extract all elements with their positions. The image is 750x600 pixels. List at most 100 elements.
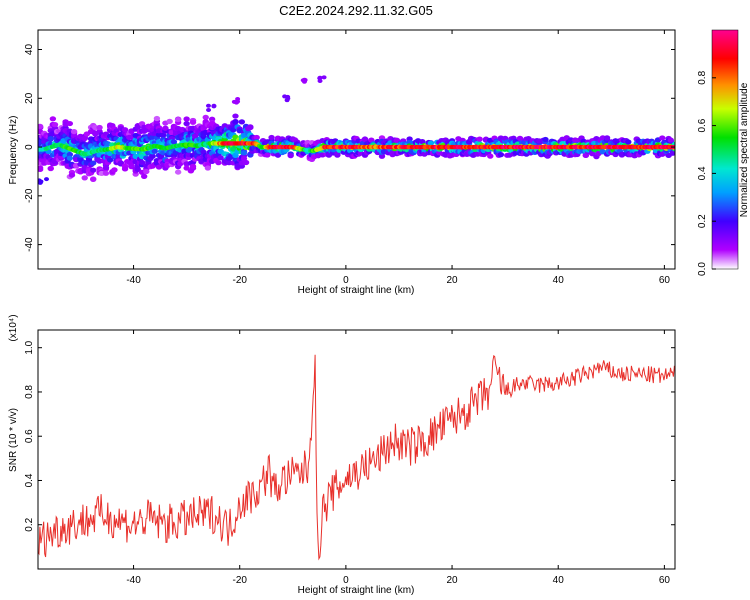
spectral-cell	[667, 137, 674, 143]
snr-series-line	[38, 354, 675, 561]
outlier-cell	[206, 108, 212, 113]
spectral-cell	[47, 165, 54, 172]
spectral-cell	[151, 148, 158, 154]
spectral-cell	[66, 120, 74, 127]
spectral-cell	[487, 153, 494, 159]
spectral-cell	[157, 154, 165, 160]
x-tick-label: -20	[232, 275, 247, 286]
spectral-cell	[240, 150, 248, 156]
outlier-cell	[211, 103, 217, 108]
snr-x-label: Height of straight line (km)	[298, 585, 415, 596]
spectral-cell	[253, 134, 260, 141]
spectrogram-y-axis: -40 -20 0 20 40	[24, 44, 675, 252]
spectral-cell	[378, 153, 386, 159]
colorbar-label: Normalized spectral amplitude	[739, 82, 750, 217]
spectrogram-frame	[37, 29, 676, 270]
colorbar-tick-label: 0.4	[697, 166, 708, 180]
spectral-cell	[183, 121, 190, 127]
spectrogram-cells	[38, 75, 675, 185]
spectral-cell	[121, 127, 129, 133]
figure-title: C2E2.2024.292.11.32.G05	[279, 3, 433, 18]
outlier-cell	[205, 103, 211, 108]
x-tick-label: 0	[343, 275, 349, 286]
spectral-cell	[189, 119, 197, 125]
spectral-cell	[232, 113, 239, 119]
spectral-cell	[38, 123, 44, 129]
spectral-cell	[247, 124, 254, 130]
y-tick-label: 1.0	[24, 340, 35, 354]
spectral-cell	[102, 170, 110, 176]
spectral-cell	[47, 136, 54, 142]
x-tick-label: 60	[659, 275, 671, 286]
spectral-cell	[191, 133, 199, 139]
y-tick-label: -20	[24, 188, 35, 203]
snr-frame	[37, 329, 676, 570]
outlier-cell	[44, 177, 50, 182]
snr-plot-area	[38, 330, 675, 569]
spectral-cell	[138, 159, 146, 166]
spectral-cell	[669, 150, 675, 156]
y-tick-label: 0.2	[24, 517, 35, 531]
spectral-cell	[659, 135, 666, 141]
y-tick-label: 0.8	[24, 385, 35, 399]
spectral-cell	[476, 136, 483, 142]
snr-y-label: SNR (10 * v/v)	[8, 408, 19, 472]
spectral-cell	[70, 128, 78, 135]
spectral-cell	[121, 166, 129, 172]
spectral-cell	[140, 173, 148, 179]
outlier-cell	[317, 75, 323, 80]
spectral-cell	[268, 134, 275, 141]
spectral-cell	[204, 165, 212, 171]
y-tick-label: 40	[24, 44, 35, 56]
y-tick-label: 0.4	[24, 473, 35, 487]
colorbar-ticks: 0.0 0.2 0.4 0.6 0.8	[697, 70, 716, 276]
outlier-cell	[321, 75, 327, 80]
x-tick-label: 60	[659, 575, 671, 586]
spectrogram-x-label: Height of straight line (km)	[298, 285, 415, 296]
snr-panel: -40 -20 0 20 40 60 0.2 0.4 0.6 0.8 1.0 Height of …	[8, 314, 676, 596]
x-tick-label: 40	[553, 275, 565, 286]
spectral-cell	[90, 167, 97, 173]
x-tick-label: -20	[232, 575, 247, 586]
y-tick-label: 0	[24, 144, 35, 150]
spectral-cell	[189, 163, 197, 169]
outlier-cell	[38, 180, 43, 185]
spectral-cell	[497, 152, 505, 158]
outlier-cell	[317, 79, 323, 84]
spectral-cell	[102, 165, 110, 171]
spectral-cell	[128, 163, 135, 169]
x-tick-label: -40	[126, 575, 141, 586]
spectral-cell	[90, 176, 97, 182]
spectral-cell	[215, 160, 222, 166]
spectral-cell	[393, 137, 401, 143]
spectral-cell	[149, 153, 156, 159]
colorbar-tick-label: 0.2	[697, 214, 708, 228]
spectral-cell	[238, 119, 246, 125]
spectral-cell	[106, 157, 114, 163]
colorbar-tick-label: 0.8	[697, 70, 708, 84]
x-tick-label: -40	[126, 275, 141, 286]
spectral-cell	[134, 166, 141, 172]
spectral-cell	[160, 132, 167, 138]
spectral-cell	[174, 116, 182, 123]
spectral-cell	[174, 169, 182, 175]
snr-y-exponent: (x10⁴)	[8, 314, 19, 341]
y-tick-label: 0.6	[24, 429, 35, 443]
outlier-cell	[285, 96, 291, 101]
spectral-cell	[66, 151, 74, 158]
spectral-cell	[588, 151, 596, 157]
spectral-cell	[361, 136, 369, 143]
spectral-cell	[542, 136, 549, 143]
spectral-cell	[603, 135, 611, 141]
spectral-cell	[81, 175, 88, 181]
spectral-cell	[66, 155, 74, 161]
spectral-cell	[134, 124, 141, 130]
spectral-cell	[162, 125, 169, 131]
spectral-cell	[183, 116, 190, 122]
spectrogram-x-axis: -40 -20 0 20 40 60	[126, 30, 670, 286]
outlier-cell	[231, 99, 237, 104]
spectral-cell	[217, 155, 224, 161]
spectral-cell	[143, 168, 150, 175]
outlier-cell	[300, 78, 306, 83]
spectral-cell	[81, 135, 88, 141]
